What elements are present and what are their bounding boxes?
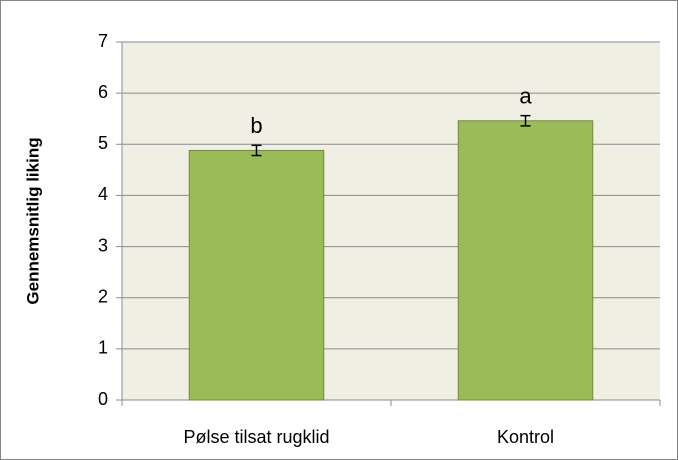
error-bar [251,144,262,157]
y-tick-label: 3 [98,235,108,255]
y-tick-label: 0 [98,389,108,409]
y-tick-label: 6 [98,82,108,102]
y-tick-label: 5 [98,133,108,153]
y-tick-label: 1 [98,338,108,358]
y-axis-label: Gennemsnitlig liking [23,137,42,304]
annotation: b [250,113,262,138]
x-tick-label: Kontrol [497,427,554,447]
annotation: a [519,83,532,108]
y-tick-label: 2 [98,286,108,306]
error-bar [520,114,531,127]
y-tick-label: 7 [98,31,108,51]
y-tick-label: 4 [98,184,108,204]
bar [457,120,594,401]
bar [188,149,325,401]
x-tick-label: Pølse tilsat rugklid [183,427,329,447]
